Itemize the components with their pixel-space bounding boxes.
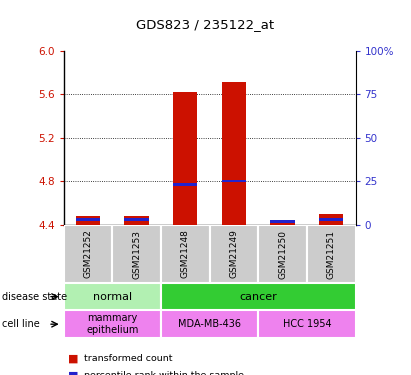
Text: transformed count: transformed count xyxy=(84,354,173,363)
Text: ■: ■ xyxy=(68,354,79,364)
Bar xyxy=(161,283,356,310)
Bar xyxy=(222,82,246,225)
Bar xyxy=(222,180,246,183)
Bar xyxy=(76,218,100,220)
Bar xyxy=(112,225,161,283)
Text: normal: normal xyxy=(93,292,132,302)
Bar xyxy=(76,216,100,225)
Bar xyxy=(258,225,307,283)
Text: cell line: cell line xyxy=(2,319,40,329)
Bar xyxy=(319,214,343,225)
Text: GSM21251: GSM21251 xyxy=(327,230,336,279)
Text: MDA-MB-436: MDA-MB-436 xyxy=(178,319,241,329)
Bar xyxy=(64,225,112,283)
Bar xyxy=(319,218,343,220)
Text: disease state: disease state xyxy=(2,292,67,302)
Bar xyxy=(173,92,197,225)
Text: GSM21252: GSM21252 xyxy=(83,230,92,279)
Text: GDS823 / 235122_at: GDS823 / 235122_at xyxy=(136,18,275,31)
Bar xyxy=(125,216,149,225)
Bar xyxy=(161,225,210,283)
Bar xyxy=(270,219,295,225)
Text: cancer: cancer xyxy=(239,292,277,302)
Bar xyxy=(173,183,197,186)
Text: GSM21253: GSM21253 xyxy=(132,230,141,279)
Bar xyxy=(270,220,295,223)
Bar xyxy=(161,310,258,338)
Bar xyxy=(64,283,161,310)
Text: HCC 1954: HCC 1954 xyxy=(283,319,331,329)
Bar xyxy=(64,310,161,338)
Text: GSM21250: GSM21250 xyxy=(278,230,287,279)
Text: percentile rank within the sample: percentile rank within the sample xyxy=(84,371,244,375)
Text: ■: ■ xyxy=(68,371,79,375)
Bar xyxy=(307,225,356,283)
Bar xyxy=(125,218,149,220)
Text: GSM21248: GSM21248 xyxy=(181,230,190,279)
Bar xyxy=(210,225,258,283)
Text: mammary
epithelium: mammary epithelium xyxy=(86,314,139,335)
Bar xyxy=(258,310,356,338)
Text: GSM21249: GSM21249 xyxy=(229,230,238,279)
